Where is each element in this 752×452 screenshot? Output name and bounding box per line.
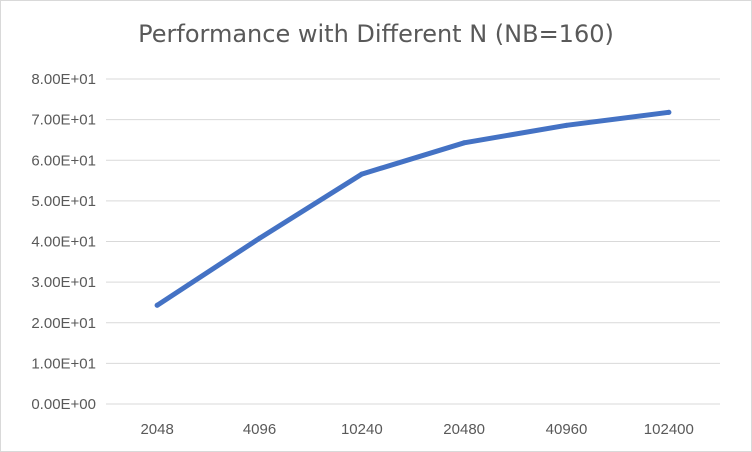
x-tick-label: 10240 bbox=[341, 421, 383, 438]
x-tick-label: 20480 bbox=[443, 421, 485, 438]
y-tick-label: 1.00E+01 bbox=[31, 355, 96, 372]
data-point bbox=[154, 302, 160, 308]
gridlines bbox=[106, 78, 720, 405]
x-tick-label: 4096 bbox=[243, 421, 276, 438]
x-tick-label: 2048 bbox=[140, 421, 173, 438]
data-point bbox=[564, 122, 569, 128]
data-point bbox=[461, 140, 467, 146]
y-tick-label: 0.00E+00 bbox=[31, 396, 96, 413]
data-point bbox=[359, 171, 365, 177]
y-tick-label: 5.00E+01 bbox=[31, 193, 96, 210]
y-tick-label: 7.00E+01 bbox=[31, 112, 96, 129]
y-tick-label: 6.00E+01 bbox=[31, 152, 96, 169]
x-tick-label: 40960 bbox=[546, 421, 588, 438]
y-tick-label: 2.00E+01 bbox=[31, 315, 96, 332]
series-line-0 bbox=[154, 109, 672, 308]
y-tick-label: 3.00E+01 bbox=[31, 274, 96, 291]
y-tick-label: 8.00E+01 bbox=[31, 71, 96, 88]
series-group bbox=[154, 109, 672, 308]
x-axis-ticks: 2048 4096 10240 20480 40960 102400 bbox=[140, 421, 693, 438]
data-point bbox=[666, 109, 672, 115]
y-axis-ticks: 0.00E+00 1.00E+01 2.00E+01 3.00E+01 4.00E+01… bbox=[31, 71, 96, 413]
y-tick-label: 4.00E+01 bbox=[31, 234, 96, 251]
x-tick-label: 102400 bbox=[644, 421, 694, 438]
data-point bbox=[257, 235, 262, 241]
chart-title: Performance with Different N (NB=160) bbox=[138, 20, 614, 48]
